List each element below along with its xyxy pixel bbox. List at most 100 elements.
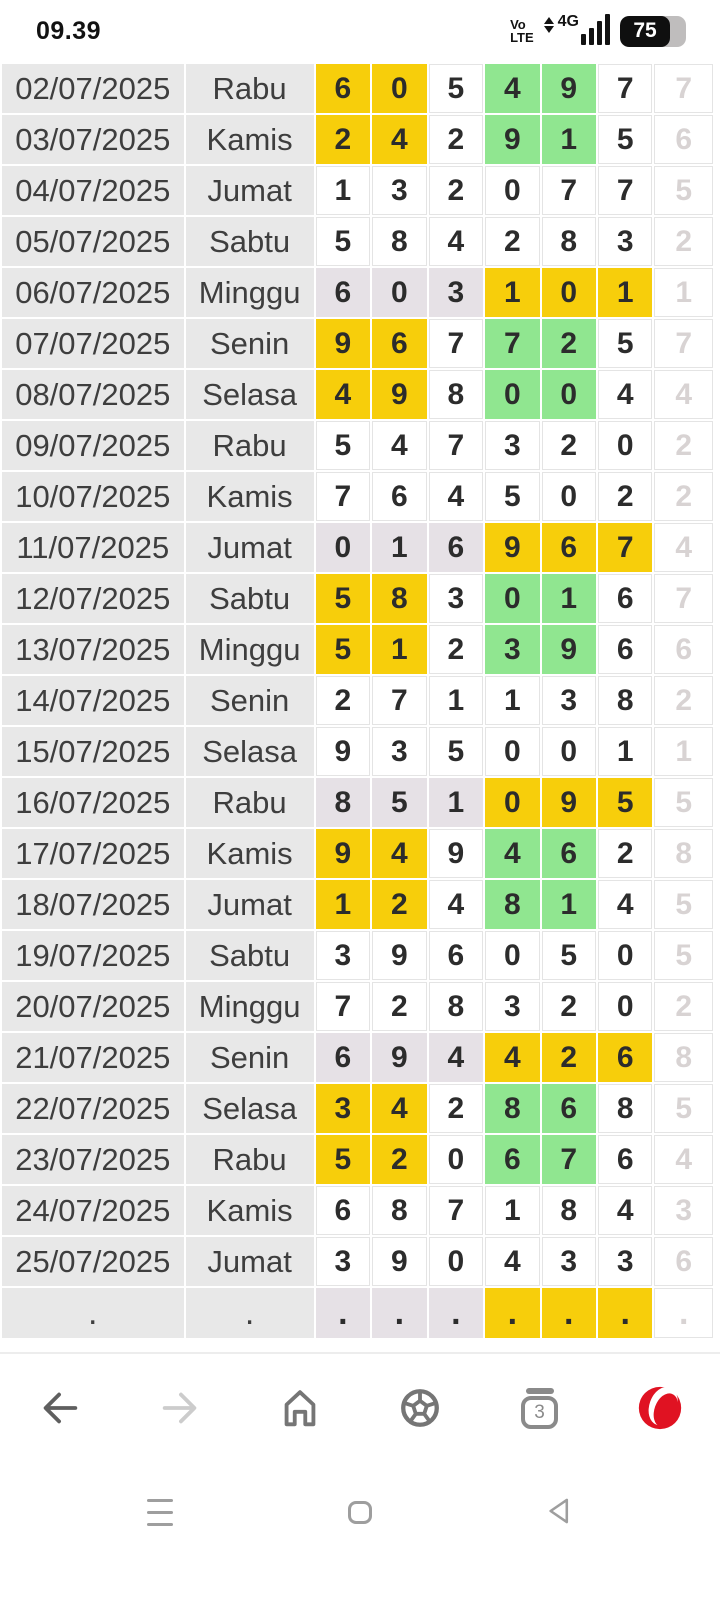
digit-cell: 6 [598,1033,653,1082]
opera-menu-button[interactable] [600,1385,720,1434]
digit-cell: 0 [485,370,540,419]
digit-cell: 1 [428,676,484,725]
table-row: 22/07/2025 Selasa 3 4 2 8 6 8 5 [2,1084,713,1133]
date-cell: 25/07/2025 [2,1237,184,1286]
date-cell: 08/07/2025 [2,370,184,419]
digit-cell: 8 [485,1084,540,1133]
date-cell: 02/07/2025 [2,64,184,113]
day-cell: Jumat [185,880,314,929]
date-cell: 22/07/2025 [2,1084,184,1133]
day-cell: Rabu [185,421,314,470]
digit-cell: 4 [654,523,713,572]
digit-cell: 0 [598,982,653,1031]
digit-cell: 1 [654,268,713,317]
digit-cell: 9 [315,727,371,776]
digit-cell: 1 [485,676,540,725]
digit-cell: 8 [598,676,653,725]
date-cell: 23/07/2025 [2,1135,184,1184]
digit-cell: 1 [598,727,653,776]
day-cell: Selasa [185,727,314,776]
digit-cell: 1 [541,880,596,929]
back-arrow-icon [37,1385,83,1434]
digit-cell: 4 [598,880,653,929]
digit-cell: 9 [541,778,596,827]
digit-cell: 2 [485,217,540,266]
digit-cell: 7 [372,676,427,725]
signal-strength-icon [581,13,610,45]
android-menu-button[interactable] [60,1498,260,1526]
digit-cell: 9 [372,931,427,980]
digit-cell: 1 [541,115,596,164]
digit-cell: 8 [598,1084,653,1133]
date-cell: 24/07/2025 [2,1186,184,1235]
digit-cell: 5 [598,319,653,368]
digit-cell: 8 [428,370,484,419]
digit-cell: 8 [372,1186,427,1235]
date-cell: 21/07/2025 [2,1033,184,1082]
date-cell: 15/07/2025 [2,727,184,776]
digit-cell: 2 [654,472,713,521]
digit-cell: 3 [372,166,427,215]
table-row: 18/07/2025 Jumat 1 2 4 8 1 4 5 [2,880,713,929]
table-row: 24/07/2025 Kamis 6 8 7 1 8 4 3 [2,1186,713,1235]
digit-cell: 0 [541,370,596,419]
day-cell: Kamis [185,1186,314,1235]
digit-cell: 4 [485,1033,540,1082]
table-row: 21/07/2025 Senin 6 9 4 4 2 6 8 [2,1033,713,1082]
digit-cell: 4 [428,1033,484,1082]
back-button[interactable] [0,1385,120,1434]
digit-cell: 7 [315,472,371,521]
digit-cell: 9 [541,64,596,113]
digit-cell: 1 [372,523,427,572]
digit-cell: 0 [372,64,427,113]
digit-cell: 2 [428,1084,484,1133]
table-row: 16/07/2025 Rabu 8 5 1 0 9 5 5 [2,778,713,827]
day-cell: Sabtu [185,931,314,980]
football-button[interactable] [360,1385,480,1434]
digit-cell: 2 [654,421,713,470]
digit-cell: 6 [598,625,653,674]
android-home-button[interactable] [260,1500,460,1524]
day-cell: Senin [185,1033,314,1082]
digit-cell: 3 [485,982,540,1031]
digit-cell: 6 [598,574,653,623]
day-cell: Jumat [185,166,314,215]
digit-cell: 5 [654,931,713,980]
digit-cell: 5 [428,727,484,776]
digit-cell: 8 [428,982,484,1031]
digit-cell: 2 [541,319,596,368]
digit-cell: 4 [428,880,484,929]
tab-count-label: 3 [534,1402,545,1423]
digit-cell: . [541,1288,596,1338]
home-button[interactable] [240,1385,360,1434]
digit-cell: 0 [598,421,653,470]
date-cell: 16/07/2025 [2,778,184,827]
digit-cell: 8 [541,217,596,266]
volte-bottom-label: LTE [510,30,534,45]
digit-cell: 2 [541,982,596,1031]
day-cell: . [185,1288,314,1338]
digit-cell: 0 [315,523,371,572]
digit-cell: . [428,1288,484,1338]
android-back-button[interactable] [460,1494,660,1531]
digit-cell: 9 [315,829,371,878]
digit-cell: 1 [654,727,713,776]
download-arrow-icon [543,26,554,33]
digit-cell: 3 [372,727,427,776]
digit-cell: 4 [598,1186,653,1235]
digit-cell: 6 [315,268,371,317]
day-cell: Sabtu [185,574,314,623]
digit-cell: 9 [541,625,596,674]
tab-switcher-button[interactable]: 3 [480,1387,600,1431]
forward-button[interactable] [120,1385,240,1434]
table-row: 14/07/2025 Senin 2 7 1 1 3 8 2 [2,676,713,725]
digit-cell: . [598,1288,653,1338]
digit-cell: 2 [654,676,713,725]
digit-cell: 4 [598,370,653,419]
date-cell: 06/07/2025 [2,268,184,317]
digit-cell: 1 [372,625,427,674]
footer-row: ......... [2,1288,713,1338]
results-table-body: 02/07/2025 Rabu 6 0 5 4 9 7 7 03/07/2025 Kamis 2 4 2 9… [2,64,713,1338]
date-cell: 18/07/2025 [2,880,184,929]
table-row: 04/07/2025 Jumat 1 3 2 0 7 7 5 [2,166,713,215]
